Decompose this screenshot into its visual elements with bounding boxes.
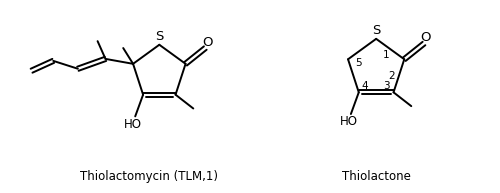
Text: HO: HO: [124, 118, 142, 131]
Text: O: O: [202, 36, 212, 49]
Text: S: S: [155, 30, 164, 43]
Text: Thiolactone: Thiolactone: [342, 170, 410, 183]
Text: Thiolactomycin (TLM,1): Thiolactomycin (TLM,1): [80, 170, 218, 183]
Text: 2: 2: [388, 71, 395, 81]
Text: O: O: [420, 31, 431, 44]
Text: 3: 3: [382, 81, 390, 91]
Text: HO: HO: [340, 115, 358, 128]
Text: S: S: [372, 25, 380, 37]
Text: 5: 5: [355, 58, 362, 69]
Text: 1: 1: [382, 50, 390, 60]
Text: 4: 4: [361, 81, 368, 91]
